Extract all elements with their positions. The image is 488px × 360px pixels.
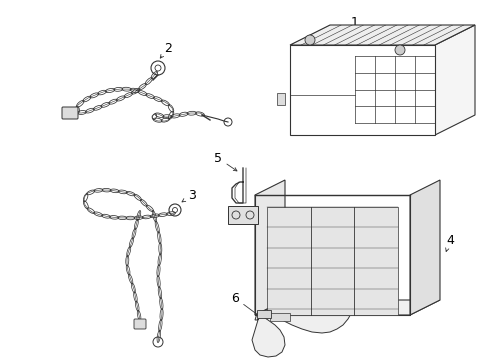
Text: 1: 1 [350, 15, 358, 28]
Polygon shape [289, 25, 474, 45]
Text: 5: 5 [214, 152, 222, 165]
Bar [269, 313, 289, 321]
Text: 3: 3 [188, 189, 196, 202]
Polygon shape [289, 45, 434, 135]
Bar [257, 310, 270, 318]
Circle shape [394, 45, 404, 55]
Polygon shape [254, 180, 285, 315]
Polygon shape [434, 25, 474, 135]
Bar [266, 207, 397, 315]
Polygon shape [251, 260, 355, 357]
Text: 6: 6 [231, 292, 239, 305]
Bar [276, 93, 285, 105]
Text: 4: 4 [445, 234, 453, 247]
FancyBboxPatch shape [62, 107, 78, 119]
FancyBboxPatch shape [134, 319, 146, 329]
Text: 2: 2 [164, 41, 172, 54]
Circle shape [305, 35, 314, 45]
Bar [227, 206, 258, 224]
Polygon shape [254, 300, 439, 315]
Polygon shape [409, 180, 439, 315]
